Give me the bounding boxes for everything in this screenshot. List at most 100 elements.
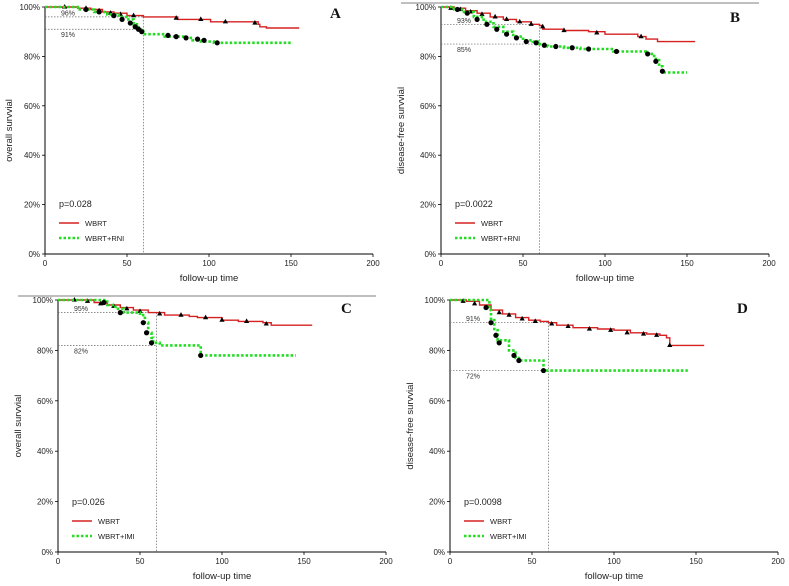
censor-mark-dot	[214, 40, 220, 46]
censor-mark-triangle	[252, 20, 258, 25]
y-tick-label: 80%	[37, 346, 53, 355]
y-tick-label: 60%	[429, 397, 445, 406]
panel-d: 0% 20% 40% 60% 80% 100% 0 50 100 150 200 follow-up …	[405, 296, 785, 582]
x-tick-label: 200	[762, 259, 776, 268]
reference-label: 91%	[466, 316, 480, 323]
y-tick-label: 40%	[429, 447, 445, 456]
x-tick-label: 100	[215, 557, 229, 566]
censor-mark-triangle	[506, 312, 512, 317]
censor-mark-triangle	[638, 33, 644, 39]
censor-mark-dot	[540, 367, 547, 374]
y-tick-label: 80%	[420, 52, 436, 61]
censor-mark-dot	[513, 35, 520, 41]
y-tick-label: 0%	[28, 250, 40, 259]
censor-mark-dot	[553, 43, 559, 50]
y-tick-label: 40%	[24, 151, 40, 160]
censor-mark-dot	[523, 38, 529, 45]
panel-a: 0% 20% 40% 60% 80% 100% 0 50 100 150 200 follow-up …	[4, 3, 380, 284]
legend-label: WBRT+IMI	[490, 532, 527, 541]
censor-mark-triangle	[586, 325, 592, 331]
x-tick-label: 150	[297, 557, 311, 566]
censor-mark-triangle	[460, 298, 466, 303]
reference-label: 72%	[466, 374, 480, 381]
censor-mark-triangle	[496, 309, 502, 315]
y-tick-label: 0%	[424, 250, 436, 259]
censor-mark-dot	[201, 37, 207, 43]
censor-mark-triangle	[124, 305, 130, 311]
x-tick-label: 50	[528, 557, 537, 566]
censor-mark-triangle	[222, 18, 228, 24]
censor-mark-dot	[139, 29, 145, 35]
panel-letter: C	[341, 301, 352, 317]
censor-mark-triangle	[173, 15, 179, 20]
y-tick-label: 100%	[425, 296, 445, 305]
series-wbrt-curve	[441, 6, 696, 43]
censor-mark-dot	[194, 36, 201, 42]
x-tick-label: 50	[123, 259, 132, 268]
reference-label: 85%	[457, 47, 471, 54]
y-tick-label: 80%	[429, 346, 445, 355]
panel-b: 0% 20% 40% 60% 80% 100% 0 50 100 150 200 follow-up …	[396, 2, 776, 284]
censor-mark-dot	[659, 68, 666, 74]
censor-mark-triangle	[640, 331, 647, 336]
reference-label: 96%	[61, 10, 75, 17]
legend-label: WBRT	[98, 517, 120, 526]
censor-mark-triangle	[561, 27, 567, 33]
y-tick-label: 40%	[37, 447, 53, 456]
censor-mark-dot	[96, 9, 102, 15]
censor-mark-dot	[613, 48, 620, 55]
reference-label: 95%	[74, 306, 88, 313]
x-tick-label: 200	[771, 557, 785, 566]
censor-mark-triangle	[157, 310, 163, 316]
censor-mark-triangle	[594, 29, 600, 35]
censor-mark-dot	[454, 6, 460, 13]
panel-c: 0% 20% 40% 60% 80% 100% 0 50 100 150 200 follow-up …	[13, 295, 393, 582]
legend-label: WBRT	[490, 517, 512, 526]
x-tick-label: 200	[379, 557, 393, 566]
x-tick-label: 0	[43, 259, 48, 268]
censor-mark-dot	[653, 58, 659, 64]
censor-mark-dot	[148, 340, 155, 346]
x-tick-label: 100	[598, 259, 612, 268]
series-wbrt-curve	[58, 299, 313, 326]
censor-mark-dot	[474, 16, 480, 22]
censor-mark-dot	[173, 34, 179, 40]
censor-mark-dot	[511, 352, 517, 359]
censor-mark-triangle	[504, 16, 510, 21]
p-value: p=0.026	[72, 497, 105, 507]
y-tick-label: 60%	[24, 102, 40, 111]
reference-label: 82%	[74, 348, 88, 355]
censor-mark-dot	[83, 6, 89, 13]
censor-mark-dot	[483, 304, 489, 311]
x-tick-label: 0	[56, 557, 61, 566]
x-tick-label: 0	[439, 259, 444, 268]
y-axis-label: disease-free survvial	[405, 382, 416, 469]
series-combined-curve	[450, 298, 688, 372]
censor-mark-triangle	[198, 16, 204, 21]
censor-mark-dot	[516, 357, 522, 364]
censor-mark-dot	[183, 35, 189, 41]
censor-mark-triangle	[549, 320, 555, 326]
y-tick-label: 0%	[433, 548, 445, 557]
censor-mark-triangle	[667, 342, 673, 347]
censor-mark-dot	[488, 320, 494, 326]
censor-mark-triangle	[608, 327, 614, 332]
y-tick-label: 100%	[416, 3, 436, 12]
x-axis-label: follow-up time	[585, 571, 644, 582]
censor-mark-triangle	[178, 312, 184, 317]
censor-mark-dot	[117, 310, 123, 316]
x-tick-label: 150	[689, 557, 703, 566]
censor-mark-dot	[198, 352, 204, 359]
y-tick-label: 20%	[420, 201, 436, 210]
censor-mark-dot	[493, 332, 499, 338]
y-axis-label: overall survvial	[4, 99, 15, 162]
panel-letter: B	[730, 10, 740, 26]
x-tick-label: 50	[519, 259, 528, 268]
censor-mark-dot	[464, 10, 470, 16]
censor-mark-triangle	[654, 332, 660, 337]
x-tick-label: 100	[607, 557, 621, 566]
p-value: p=0.0098	[464, 497, 502, 507]
y-axis-label: disease-free survvial	[396, 87, 407, 174]
censor-mark-triangle	[532, 318, 538, 324]
legend-label: WBRT	[481, 219, 503, 228]
